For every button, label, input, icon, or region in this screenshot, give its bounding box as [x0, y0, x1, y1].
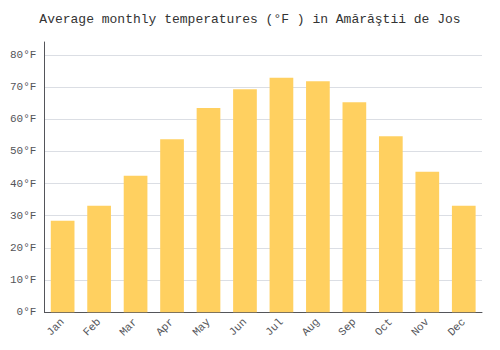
svg-text:Apr: Apr: [154, 316, 176, 338]
svg-text:Dec: Dec: [446, 316, 468, 338]
svg-text:0°F: 0°F: [17, 306, 37, 318]
svg-text:Mar: Mar: [117, 316, 139, 338]
svg-text:Jan: Jan: [44, 316, 66, 338]
svg-text:May: May: [190, 316, 213, 339]
svg-text:80°F: 80°F: [10, 49, 36, 61]
svg-text:40°F: 40°F: [10, 178, 36, 190]
svg-text:Feb: Feb: [81, 316, 103, 338]
svg-text:60°F: 60°F: [10, 113, 36, 125]
svg-text:20°F: 20°F: [10, 242, 36, 254]
svg-text:70°F: 70°F: [10, 81, 36, 93]
svg-text:Jun: Jun: [227, 316, 249, 338]
svg-text:Aug: Aug: [300, 316, 322, 338]
svg-text:Nov: Nov: [409, 316, 432, 339]
svg-text:50°F: 50°F: [10, 145, 36, 157]
svg-text:Average monthly temperatures (: Average monthly temperatures (°F ) in Am…: [39, 12, 460, 27]
svg-text:Sep: Sep: [336, 316, 358, 338]
svg-text:Oct: Oct: [373, 316, 395, 338]
svg-text:10°F: 10°F: [10, 274, 36, 286]
svg-text:Jul: Jul: [263, 316, 285, 338]
svg-text:30°F: 30°F: [10, 210, 36, 222]
